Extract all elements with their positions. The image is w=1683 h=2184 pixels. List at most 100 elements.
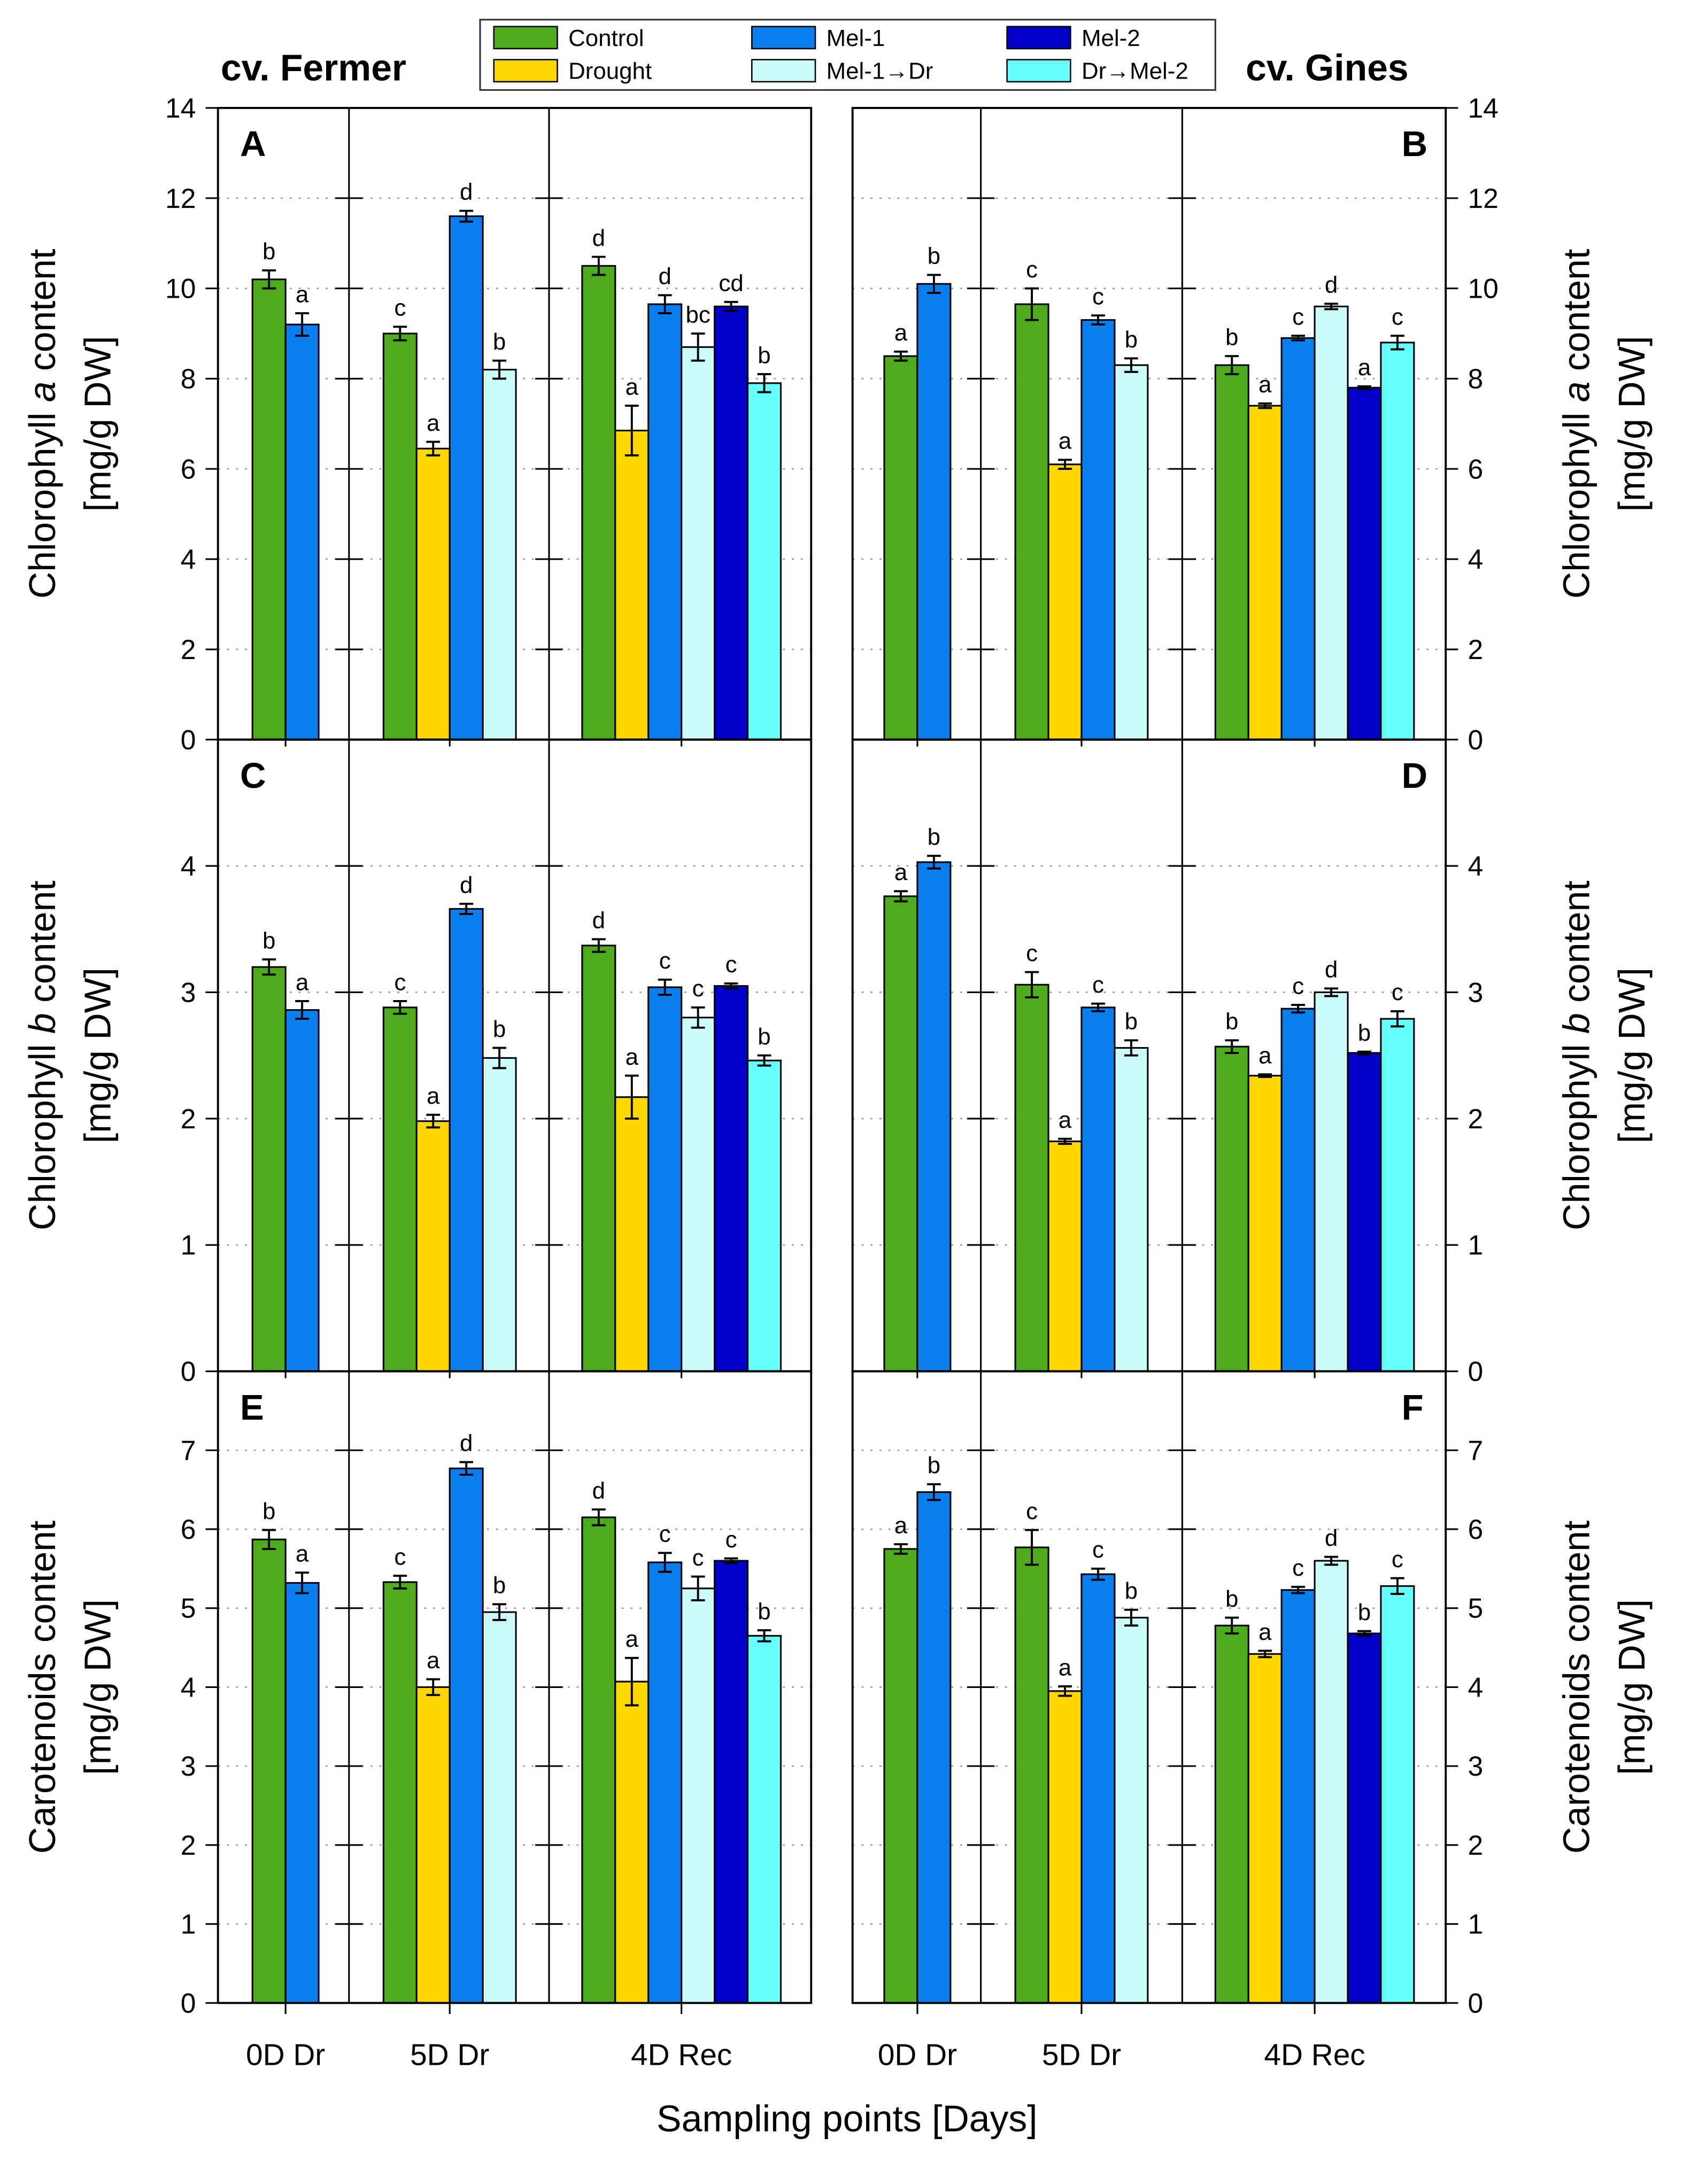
significance-label: a: [1259, 371, 1272, 398]
cultivar-title-right: cv. Gines: [1246, 47, 1409, 88]
significance-label: c: [1092, 1537, 1104, 1563]
significance-label: c: [394, 295, 406, 321]
y-axis-label: Chlorophyll b content: [1556, 880, 1597, 1230]
significance-label: cd: [719, 270, 743, 296]
significance-label: d: [1325, 1525, 1338, 1551]
significance-label: d: [1325, 272, 1338, 298]
bar-mel1: [449, 1467, 484, 2004]
significance-label: a: [427, 1083, 440, 1109]
y-axis-label-italic: a: [21, 381, 63, 402]
significance-label: d: [1325, 957, 1338, 983]
significance-label: b: [1358, 1599, 1371, 1625]
significance-label: d: [460, 1430, 473, 1457]
bar-control: [251, 1538, 287, 2004]
y-tick-label: 6: [181, 453, 196, 484]
y-axis-unit: [mg/g DW]: [1611, 336, 1653, 512]
significance-label: b: [263, 927, 275, 954]
significance-label: b: [1125, 1009, 1138, 1035]
bar-mel1: [647, 986, 683, 1373]
bar-mel1dr: [482, 1057, 517, 1373]
significance-label: b: [493, 1573, 506, 1599]
significance-label: a: [1059, 1107, 1072, 1133]
y-tick-label: 4: [181, 544, 196, 575]
significance-label: b: [493, 1016, 506, 1042]
bar-drought: [614, 429, 650, 741]
x-tick-label: 4D Rec: [1264, 2038, 1365, 2072]
significance-label: a: [1358, 354, 1371, 381]
significance-label: b: [263, 1498, 275, 1524]
y-tick-label: 12: [165, 183, 196, 214]
bar-mel1dr: [1114, 1047, 1149, 1373]
y-axis-label-part: Carotenoids content: [21, 1521, 63, 1854]
panel-letter: B: [1402, 124, 1427, 164]
bar-control: [1014, 303, 1049, 741]
bar-drought: [415, 447, 451, 741]
bar-control: [251, 278, 287, 741]
bar-drmel2: [746, 1635, 782, 2004]
bar-mel1: [1280, 337, 1316, 741]
y-axis-label: Carotenoids content: [1556, 1521, 1597, 1854]
bar-mel2: [1347, 1052, 1382, 1373]
significance-label: b: [928, 243, 940, 269]
y-tick-label: 2: [1468, 1830, 1483, 1861]
bar-drmel2: [1380, 342, 1415, 741]
y-tick-label: 4: [1468, 1671, 1483, 1702]
significance-label: a: [626, 374, 639, 400]
y-tick-label: 1: [1468, 1909, 1483, 1940]
y-tick-label: 7: [1468, 1435, 1483, 1466]
significance-label: a: [1059, 428, 1072, 454]
bar-mel2: [714, 1560, 749, 2004]
bar-drought: [1247, 405, 1283, 741]
significance-label: c: [659, 1521, 671, 1547]
legend-swatch-drought: [493, 59, 558, 83]
significance-label: b: [1225, 1009, 1238, 1035]
y-tick-label: 1: [181, 1909, 196, 1940]
bar-drought: [1047, 463, 1083, 741]
legend-swatch-mel2: [1006, 26, 1071, 50]
cultivar-title-left: cv. Fermer: [221, 47, 406, 88]
bar-control: [883, 895, 918, 1373]
y-axis-unit: [mg/g DW]: [76, 336, 118, 512]
bar-mel1: [1280, 1008, 1316, 1373]
significance-label: bc: [685, 301, 710, 328]
y-axis-label: Chlorophyll a content: [21, 249, 63, 599]
y-tick-label: 4: [1468, 850, 1483, 881]
significance-label: a: [296, 1541, 309, 1567]
bar-drought: [614, 1680, 650, 2004]
legend-label-mel1dr: Mel-1→Dr: [827, 58, 933, 84]
y-tick-label: 6: [181, 1514, 196, 1545]
significance-label: c: [1092, 284, 1104, 310]
y-tick-label: 0: [181, 1356, 196, 1387]
y-axis-label-part: content: [1556, 880, 1597, 1013]
bar-mel1dr: [1314, 305, 1349, 741]
significance-label: c: [725, 951, 737, 978]
significance-label: d: [592, 1477, 605, 1504]
x-tick-label: 0D Dr: [246, 2038, 325, 2072]
legend-swatch-mel1: [751, 26, 816, 50]
bar-drought: [1047, 1140, 1083, 1373]
significance-label: c: [394, 969, 406, 995]
x-tick-label: 5D Dr: [410, 2038, 489, 2072]
y-tick-label: 10: [165, 273, 196, 304]
x-tick-label: 5D Dr: [1042, 2038, 1121, 2072]
bar-mel1dr: [681, 346, 716, 741]
significance-label: c: [1292, 304, 1304, 330]
significance-label: d: [592, 908, 605, 934]
legend-swatch-mel1dr: [751, 59, 816, 83]
legend-label-drmel2: Dr→Mel-2: [1082, 58, 1188, 84]
y-tick-label: 5: [181, 1593, 196, 1624]
bar-drought: [1247, 1653, 1283, 2004]
bar-mel1: [916, 283, 952, 741]
y-tick-label: 3: [181, 977, 196, 1008]
significance-label: c: [1026, 940, 1038, 966]
y-axis-label-part: Chlorophyll: [21, 402, 63, 599]
legend-label-mel2: Mel-2: [1082, 25, 1140, 51]
bar-mel1: [1080, 1006, 1116, 1373]
y-tick-label: 2: [1468, 1103, 1483, 1134]
y-tick-label: 0: [1468, 1356, 1483, 1387]
y-tick-label: 3: [181, 1751, 196, 1782]
bar-mel2: [714, 305, 749, 741]
y-axis-label-part: content: [21, 880, 63, 1013]
significance-label: c: [725, 1527, 737, 1553]
